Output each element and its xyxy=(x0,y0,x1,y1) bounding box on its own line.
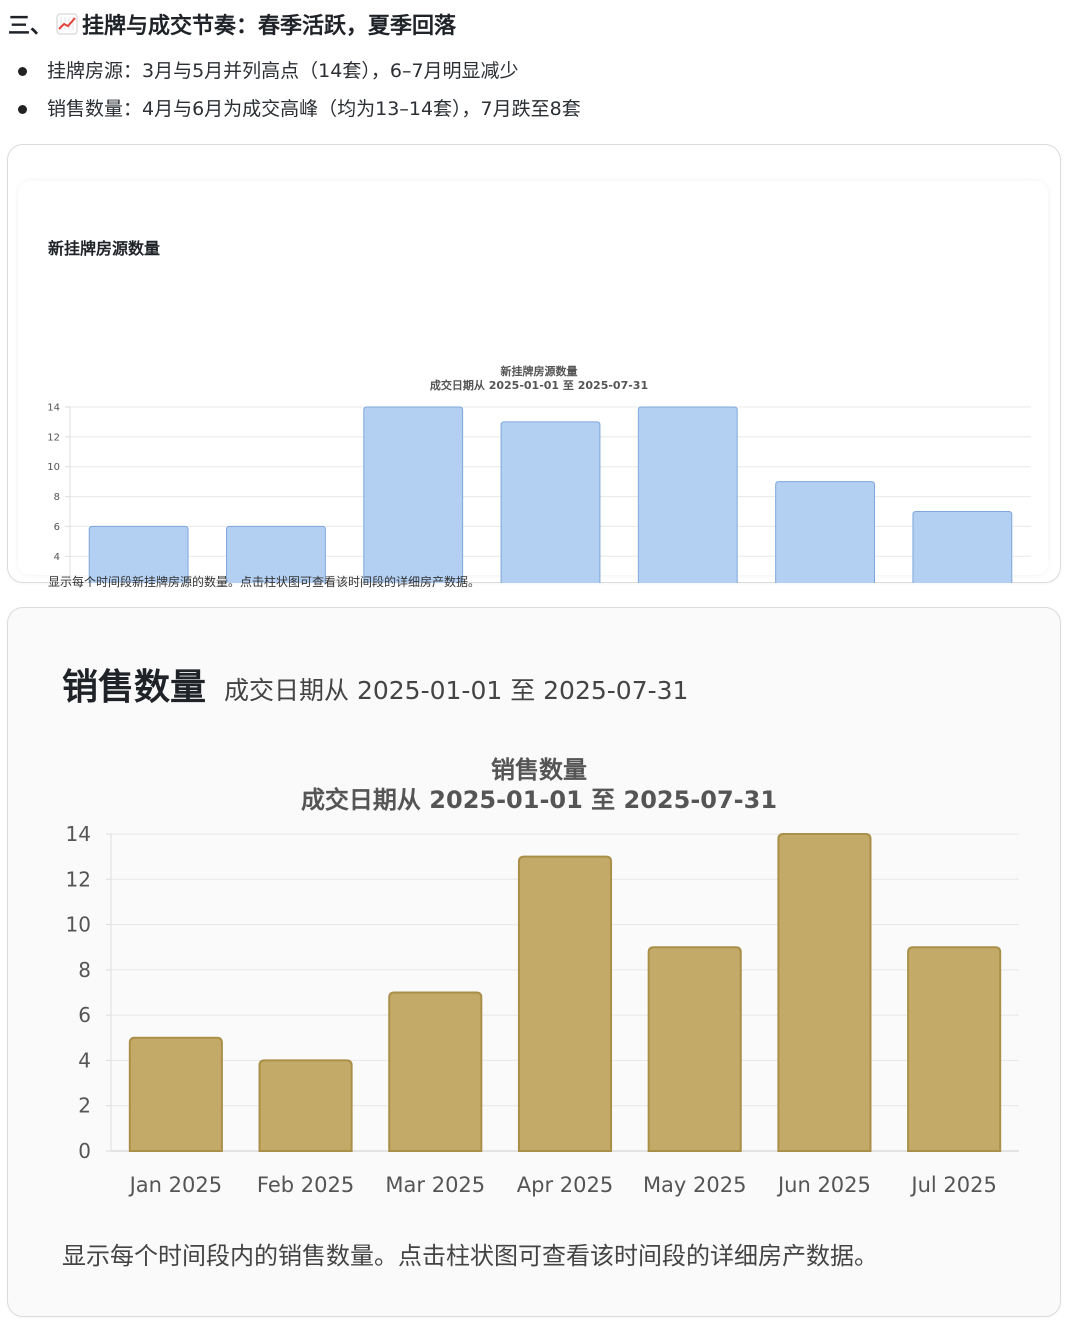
listings-card-description: 显示每个时间段新挂牌房源的数量。点击柱状图可查看该时间段的详细房产数据。 xyxy=(48,575,481,589)
bar-feb-2025 xyxy=(226,525,326,583)
y-tick-label: 12 xyxy=(66,867,91,891)
y-tick-label: 10 xyxy=(47,462,60,473)
summary-list: 挂牌房源：3月与5月并列高点（14套），6–7月明显减少 销售数量：4月与6月为… xyxy=(14,52,581,128)
list-item: 销售数量：4月与6月为成交高峰（均为13–14套），7月跌至8套 xyxy=(14,90,581,128)
heading-prefix: 三、 xyxy=(8,14,53,39)
list-item-text: 销售数量：4月与6月为成交高峰（均为13–14套），7月跌至8套 xyxy=(47,98,581,120)
sales-card-title: 销售数量 xyxy=(62,667,207,708)
section-heading: 三、 挂牌与成交节奏：春季活跃，夏季回落 xyxy=(8,8,456,40)
chart-title: 新挂牌房源数量 xyxy=(501,364,578,378)
bar-jun-2025 xyxy=(777,833,872,1152)
x-tick-label: Mar 2025 xyxy=(385,1173,485,1197)
bullet-icon xyxy=(18,104,27,114)
y-tick-label: 6 xyxy=(54,522,60,533)
chart-increasing-icon xyxy=(56,13,78,35)
bar-jan-2025 xyxy=(128,1036,223,1152)
bar-jul-2025 xyxy=(907,946,1002,1152)
list-item-text: 挂牌房源：3月与5月并列高点（14套），6–7月明显减少 xyxy=(47,60,519,82)
listings-card-title: 新挂牌房源数量 xyxy=(48,239,161,258)
listings-chart-panel: 新挂牌房源数量 新挂牌房源数量 成交日期从 2025-01-01 至 2025-0… xyxy=(18,181,1048,589)
bar-mar-2025 xyxy=(363,406,464,583)
bar-may-2025 xyxy=(647,946,742,1152)
x-tick-label: Feb 2025 xyxy=(257,1173,354,1197)
x-tick-label: Jun 2025 xyxy=(776,1173,871,1197)
x-tick-label: Jul 2025 xyxy=(909,1173,996,1197)
bar-jan-2025 xyxy=(88,525,189,583)
y-tick-label: 8 xyxy=(78,958,91,982)
y-tick-label: 14 xyxy=(47,403,60,414)
y-tick-label: 4 xyxy=(54,552,60,563)
sales-card-description: 显示每个时间段内的销售数量。点击柱状图可查看该时间段的详细房产数据。 xyxy=(62,1242,878,1270)
bar-mar-2025 xyxy=(388,991,483,1152)
y-tick-label: 2 xyxy=(78,1094,91,1118)
y-tick-label: 12 xyxy=(47,432,60,443)
sales-chart-card: 销售数量 成交日期从 2025-01-01 至 2025-07-31 销售数量成… xyxy=(7,607,1061,1317)
sales-card-header: 销售数量 成交日期从 2025-01-01 至 2025-07-31 xyxy=(62,658,688,710)
y-tick-label: 2 xyxy=(54,582,60,583)
chart-title: 销售数量 xyxy=(491,756,587,784)
y-tick-label: 0 xyxy=(78,1139,91,1163)
list-item: 挂牌房源：3月与5月并列高点（14套），6–7月明显减少 xyxy=(14,52,581,90)
y-tick-label: 4 xyxy=(78,1048,91,1072)
chart-subtitle: 成交日期从 2025-01-01 至 2025-07-31 xyxy=(430,378,648,392)
bar-jul-2025 xyxy=(912,511,1013,583)
x-tick-label: Apr 2025 xyxy=(517,1173,613,1197)
y-tick-label: 8 xyxy=(54,492,60,503)
heading-text: 挂牌与成交节奏：春季活跃，夏季回落 xyxy=(82,14,457,39)
listings-chart-card: 新挂牌房源数量 新挂牌房源数量 成交日期从 2025-01-01 至 2025-0… xyxy=(7,144,1061,589)
bar-may-2025 xyxy=(637,406,738,583)
bar-apr-2025 xyxy=(517,855,613,1152)
y-tick-label: 14 xyxy=(66,822,91,846)
y-tick-label: 10 xyxy=(66,913,91,937)
sales-card-subtitle: 成交日期从 2025-01-01 至 2025-07-31 xyxy=(224,676,689,705)
x-tick-label: May 2025 xyxy=(643,1173,747,1197)
bar-apr-2025 xyxy=(500,421,601,583)
x-tick-label: Jan 2025 xyxy=(128,1173,223,1197)
chart-subtitle: 成交日期从 2025-01-01 至 2025-07-31 xyxy=(301,786,777,814)
bar-feb-2025 xyxy=(258,1059,353,1152)
y-tick-label: 6 xyxy=(78,1003,91,1027)
bullet-icon xyxy=(18,66,27,76)
bar-jun-2025 xyxy=(775,481,875,583)
